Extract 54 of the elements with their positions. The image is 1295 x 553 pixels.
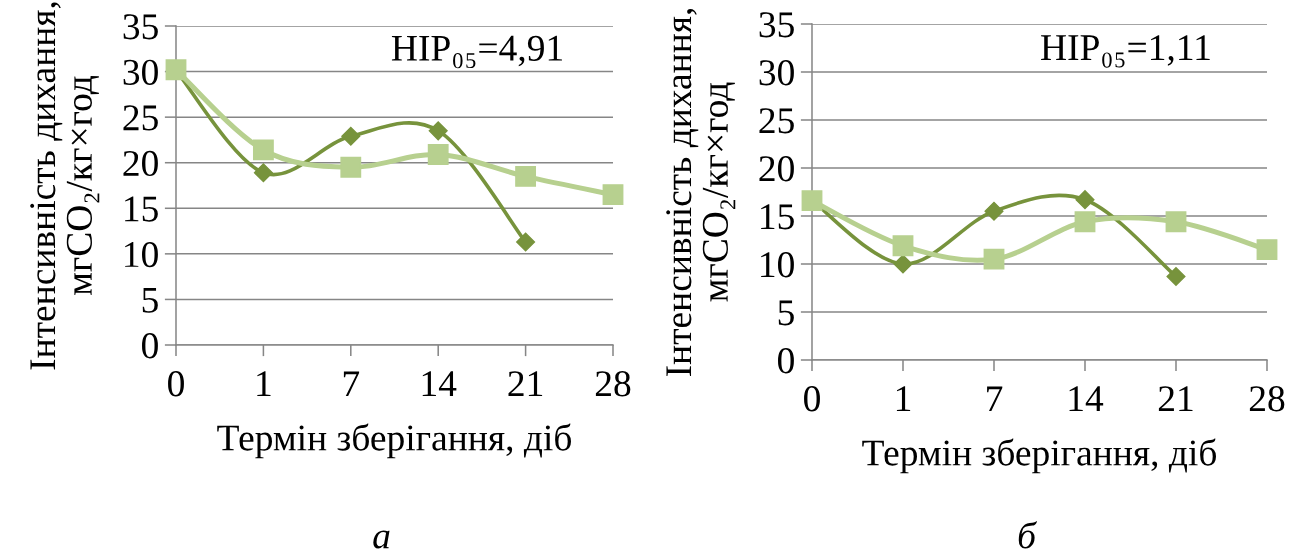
x-tick-label: 28 <box>1249 386 1285 412</box>
y-tick-label: 10 <box>125 241 158 268</box>
annotation: НІР₀₅=4,91 <box>391 35 562 69</box>
y-tick-label: 20 <box>759 156 794 182</box>
text: б <box>1018 521 1037 549</box>
y-tick-label: 0 <box>778 348 794 374</box>
point <box>516 232 536 252</box>
y-tick-label: 10 <box>761 252 794 278</box>
x-tick-label: 1 <box>257 371 271 397</box>
y-tick-label: 25 <box>759 108 794 134</box>
y-axis-title: Інтенсивність дихання, мгCO₂/кг×год <box>30 2 100 370</box>
y-tick-label: 35 <box>759 12 794 38</box>
point <box>892 235 914 257</box>
point <box>984 201 1004 221</box>
point <box>983 248 1005 270</box>
x-tick-label: 14 <box>422 371 457 397</box>
annotation: НІР₀₅=1,11 <box>1041 35 1210 68</box>
text: а <box>373 530 390 549</box>
point <box>1165 211 1187 233</box>
x-tick-label: 0 <box>168 371 184 397</box>
y-axis-title: Інтенсивність дихання, мгCO₂/кг×год <box>666 8 736 377</box>
y-tick-label: 20 <box>123 150 158 177</box>
point <box>340 156 362 178</box>
x-axis-title: Термін зберігання, діб <box>217 423 571 459</box>
y-tick-label: 5 <box>142 287 158 313</box>
point <box>515 165 537 187</box>
point <box>253 163 273 183</box>
point <box>1256 239 1278 261</box>
y-tick-label: 0 <box>142 333 158 359</box>
x-tick-label: 21 <box>508 371 543 397</box>
x-axis-title: Термін зберігання, діб <box>862 438 1216 474</box>
point <box>1166 266 1186 287</box>
y-tick-label: 25 <box>123 105 158 131</box>
y-tick-label: 35 <box>123 14 158 40</box>
point <box>1075 190 1095 210</box>
y-tick-label: 5 <box>778 300 794 326</box>
y-tick-label: 30 <box>759 60 794 86</box>
x-tick-label: 14 <box>1069 386 1104 412</box>
point <box>427 144 449 165</box>
x-tick-label: 0 <box>804 386 820 412</box>
x-tick-label: 7 <box>987 386 1003 412</box>
y-tick-label: 15 <box>125 196 158 222</box>
point <box>1074 211 1096 233</box>
x-tick-label: 7 <box>343 371 360 397</box>
x-tick-label: 1 <box>896 386 911 412</box>
y-tick-label: 30 <box>123 59 158 85</box>
point <box>602 184 624 206</box>
point <box>252 139 274 161</box>
point <box>341 126 361 146</box>
y-tick-label: 15 <box>761 204 794 230</box>
x-tick-label: 28 <box>595 371 631 397</box>
point <box>428 121 448 141</box>
point <box>893 254 913 274</box>
x-tick-label: 21 <box>1158 386 1193 412</box>
